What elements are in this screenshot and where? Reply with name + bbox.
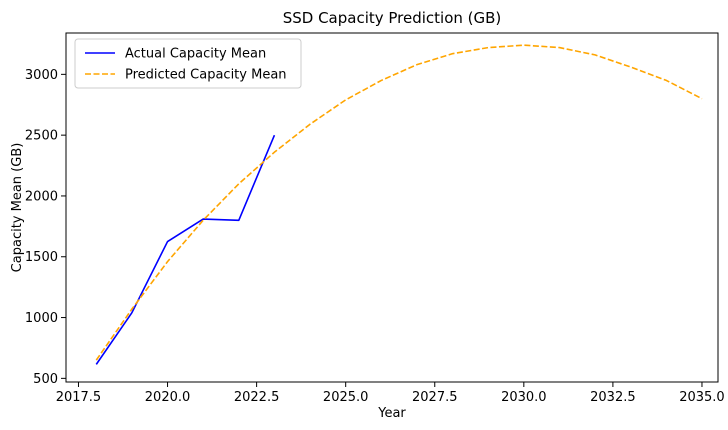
chart-title: SSD Capacity Prediction (GB)	[283, 9, 502, 27]
y-tick-label: 1500	[25, 250, 58, 265]
x-axis-title: Year	[377, 406, 406, 421]
legend-label-2: Predicted Capacity Mean	[125, 68, 287, 83]
plot-frame	[65, 32, 719, 383]
x-tick-label: 2027.5	[412, 390, 458, 405]
x-tick-label: 2025.0	[323, 390, 369, 405]
series-layer	[95, 44, 703, 365]
x-tick-label: 2035.0	[679, 390, 725, 405]
x-tick-label: 2020.0	[145, 390, 191, 405]
x-tick-label: 2032.5	[590, 390, 636, 405]
legend-label-1: Actual Capacity Mean	[125, 47, 266, 62]
legend: Actual Capacity Mean Predicted Capacity M…	[74, 38, 302, 89]
y-tick-label: 2000	[25, 189, 58, 204]
y-tick-label: 1000	[25, 311, 58, 326]
axes-layer: 2017.5 2020.0 2022.5 2025.0 2027.5 2030.0 2032…	[25, 32, 725, 405]
y-tick-label: 3000	[25, 68, 58, 83]
y-axis-title: Capacity Mean (GB)	[10, 143, 25, 273]
y-tick-label: 500	[33, 372, 58, 387]
series-line-1	[95, 134, 276, 365]
legend-box	[74, 38, 302, 89]
y-tick-label: 2500	[25, 129, 58, 144]
x-tick-label: 2022.5	[234, 390, 280, 405]
x-tick-label: 2030.0	[501, 390, 547, 405]
x-tick-label: 2017.5	[56, 390, 102, 405]
series-line-2	[95, 44, 703, 361]
